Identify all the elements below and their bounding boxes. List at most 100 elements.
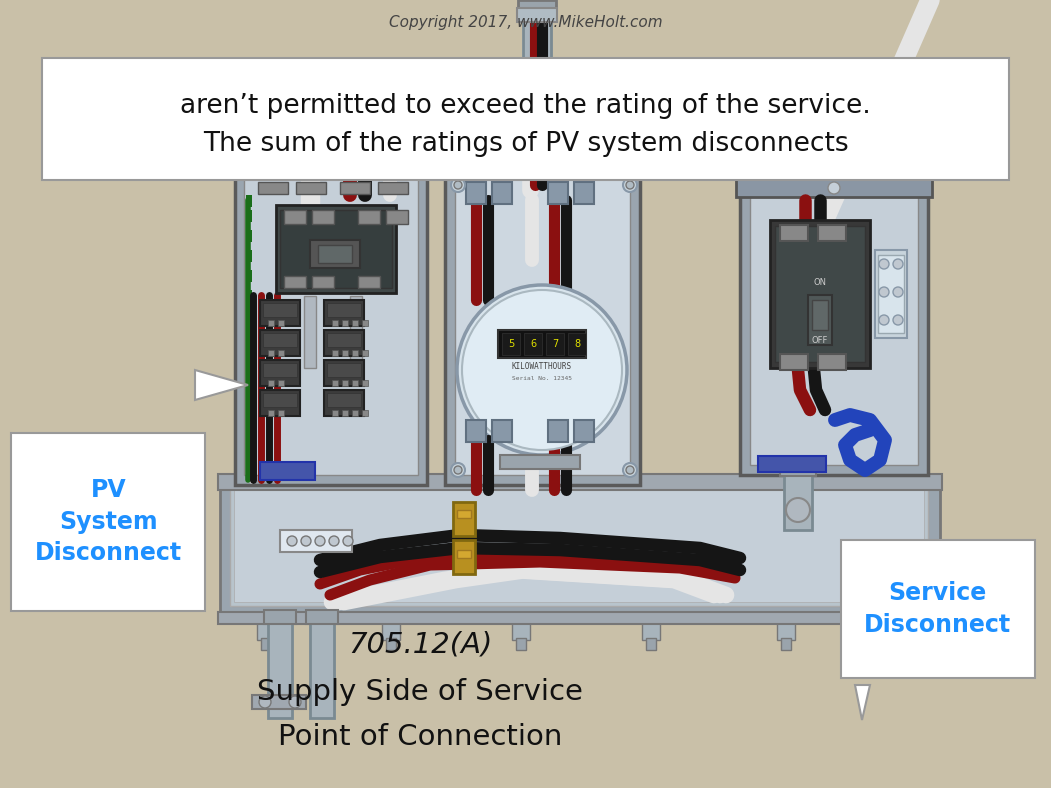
Bar: [263, 303, 297, 317]
Circle shape: [315, 536, 325, 546]
Bar: [327, 363, 360, 377]
Text: 705.12(A): 705.12(A): [348, 630, 493, 659]
Text: Point of Connection: Point of Connection: [279, 723, 562, 751]
Bar: [327, 393, 360, 407]
Bar: [642, 622, 660, 640]
Bar: [310, 618, 334, 718]
Bar: [512, 622, 530, 640]
Circle shape: [259, 696, 271, 708]
Bar: [362, 350, 368, 356]
Bar: [358, 276, 380, 288]
Circle shape: [828, 182, 840, 194]
Bar: [263, 333, 297, 347]
FancyBboxPatch shape: [42, 58, 1009, 180]
Bar: [445, 165, 640, 485]
Bar: [324, 390, 364, 416]
Bar: [232, 488, 928, 606]
Bar: [352, 320, 358, 326]
Bar: [261, 638, 271, 650]
Bar: [296, 182, 326, 194]
Bar: [352, 410, 358, 416]
Circle shape: [623, 178, 637, 192]
Text: The sum of the ratings of PV system disconnects: The sum of the ratings of PV system disc…: [203, 132, 848, 157]
Bar: [780, 225, 808, 241]
FancyBboxPatch shape: [841, 540, 1035, 678]
Circle shape: [457, 285, 627, 455]
Bar: [312, 276, 334, 288]
Bar: [268, 380, 274, 386]
Circle shape: [454, 181, 462, 189]
Bar: [750, 195, 918, 465]
Bar: [812, 300, 828, 330]
Bar: [263, 393, 297, 407]
Bar: [268, 320, 274, 326]
Bar: [304, 296, 316, 368]
Bar: [257, 622, 275, 640]
Bar: [808, 295, 832, 345]
Circle shape: [623, 463, 637, 477]
Bar: [466, 182, 486, 204]
Bar: [279, 350, 284, 356]
Bar: [342, 350, 348, 356]
Circle shape: [451, 463, 465, 477]
Text: aren’t permitted to exceed the rating of the service.: aren’t permitted to exceed the rating of…: [180, 94, 871, 119]
Bar: [332, 320, 338, 326]
Bar: [352, 380, 358, 386]
Bar: [324, 300, 364, 326]
Text: Supply Side of Service: Supply Side of Service: [257, 678, 583, 706]
Circle shape: [626, 181, 634, 189]
Text: 5: 5: [508, 339, 514, 349]
Bar: [362, 410, 368, 416]
Bar: [233, 158, 427, 172]
Bar: [568, 333, 586, 355]
Circle shape: [626, 466, 634, 474]
FancyBboxPatch shape: [11, 433, 205, 611]
Bar: [892, 622, 910, 640]
Text: OFF: OFF: [811, 336, 828, 344]
Bar: [318, 245, 352, 263]
Bar: [332, 410, 338, 416]
Circle shape: [341, 157, 350, 167]
Circle shape: [893, 287, 903, 297]
Text: 8: 8: [574, 339, 580, 349]
Bar: [332, 380, 338, 386]
Circle shape: [343, 536, 353, 546]
Bar: [457, 550, 471, 558]
Bar: [234, 490, 924, 602]
Bar: [324, 330, 364, 356]
Bar: [498, 330, 586, 358]
Polygon shape: [195, 370, 248, 400]
Bar: [350, 296, 362, 368]
Bar: [492, 420, 512, 442]
Bar: [548, 182, 568, 204]
Bar: [777, 622, 795, 640]
Circle shape: [879, 287, 889, 297]
Bar: [280, 210, 392, 288]
Circle shape: [301, 536, 311, 546]
Bar: [279, 410, 284, 416]
Bar: [466, 420, 486, 442]
Bar: [352, 350, 358, 356]
Bar: [523, 0, 551, 168]
Circle shape: [451, 178, 465, 192]
Bar: [382, 622, 400, 640]
Bar: [758, 456, 826, 472]
Bar: [878, 255, 904, 333]
Bar: [263, 363, 297, 377]
Bar: [260, 390, 300, 416]
Bar: [518, 0, 556, 20]
Bar: [492, 182, 512, 204]
Bar: [252, 695, 306, 709]
Bar: [502, 333, 520, 355]
Bar: [257, 182, 288, 194]
Bar: [332, 350, 338, 356]
Bar: [386, 210, 408, 224]
Bar: [268, 410, 274, 416]
Bar: [264, 610, 296, 624]
Bar: [312, 210, 334, 224]
Bar: [260, 300, 300, 326]
Bar: [548, 420, 568, 442]
Bar: [524, 333, 542, 355]
Bar: [740, 185, 928, 475]
Bar: [547, 333, 564, 355]
